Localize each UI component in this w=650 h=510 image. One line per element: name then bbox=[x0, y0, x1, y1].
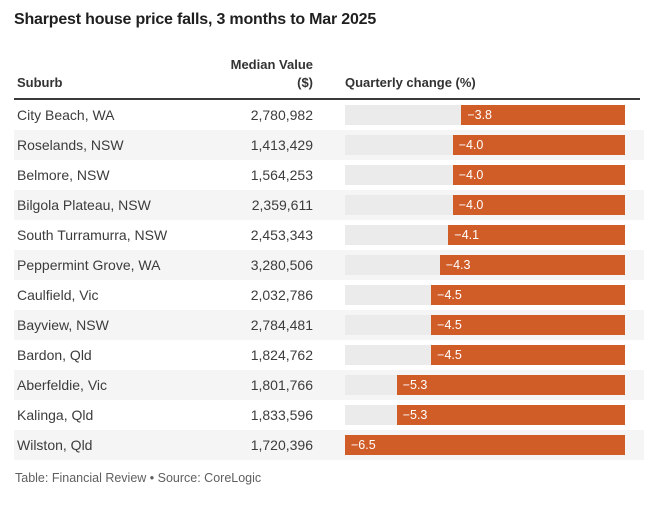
bar-value-label: −4.3 bbox=[445, 258, 471, 273]
suburb-cell: Bilgola Plateau, NSW bbox=[17, 197, 151, 214]
column-header-quarterly-change: Quarterly change (%) bbox=[345, 74, 476, 90]
bar-cell: −4.0 bbox=[345, 190, 625, 220]
median-value-cell: 2,032,786 bbox=[250, 287, 313, 304]
median-value-header-line1: Median Value bbox=[230, 57, 313, 72]
bar-value-label: −4.0 bbox=[458, 198, 484, 213]
column-header-suburb: Suburb bbox=[17, 74, 63, 90]
bar-track: −5.3 bbox=[345, 405, 625, 426]
quarterly-change-bar: −4.1 bbox=[448, 225, 625, 246]
table-row: Bardon, Qld 1,824,762 −4.5 bbox=[14, 340, 644, 371]
quarterly-change-bar: −6.5 bbox=[345, 435, 625, 456]
bar-cell: −4.5 bbox=[345, 280, 625, 310]
source-note: Table: Financial Review • Source: CoreLo… bbox=[15, 471, 262, 485]
median-value-cell: 1,833,596 bbox=[250, 407, 313, 424]
bar-cell: −5.3 bbox=[345, 370, 625, 400]
median-value-cell: 1,564,253 bbox=[250, 167, 313, 184]
bar-cell: −5.3 bbox=[345, 400, 625, 430]
bar-track: −3.8 bbox=[345, 105, 625, 126]
table-row: South Turramurra, NSW 2,453,343 −4.1 bbox=[14, 220, 644, 251]
table-row: Belmore, NSW 1,564,253 −4.0 bbox=[14, 160, 644, 191]
bar-track: −4.1 bbox=[345, 225, 625, 246]
header-rule bbox=[14, 98, 640, 101]
median-value-cell: 1,413,429 bbox=[250, 137, 313, 154]
table-row: Aberfeldie, Vic 1,801,766 −5.3 bbox=[14, 370, 644, 401]
suburb-cell: Aberfeldie, Vic bbox=[17, 377, 108, 394]
quarterly-change-bar: −4.5 bbox=[431, 315, 625, 336]
table-row: Bayview, NSW 2,784,481 −4.5 bbox=[14, 310, 644, 341]
median-value-cell: 3,280,506 bbox=[250, 257, 313, 274]
bar-cell: −4.5 bbox=[345, 310, 625, 340]
table-header-row: Suburb Median Value ($) Quarterly change… bbox=[14, 56, 644, 98]
bar-value-label: −3.8 bbox=[467, 108, 492, 123]
bar-track: −5.3 bbox=[345, 375, 625, 396]
suburb-cell: Roselands, NSW bbox=[17, 137, 124, 154]
suburb-cell: Belmore, NSW bbox=[17, 167, 110, 184]
table-body: City Beach, WA 2,780,982 −3.8 Roselands,… bbox=[14, 100, 644, 461]
bar-value-label: −5.3 bbox=[402, 408, 428, 423]
bar-value-label: −5.3 bbox=[402, 378, 428, 393]
quarterly-change-bar: −4.0 bbox=[452, 195, 625, 216]
bar-track: −4.5 bbox=[345, 285, 625, 306]
suburb-cell: Wilston, Qld bbox=[17, 437, 93, 454]
bar-track: −4.0 bbox=[345, 195, 625, 216]
bar-cell: −4.5 bbox=[345, 340, 625, 370]
bar-track: −4.3 bbox=[345, 255, 625, 276]
data-table: Suburb Median Value ($) Quarterly change… bbox=[14, 56, 644, 461]
bar-track: −4.0 bbox=[345, 165, 625, 186]
bar-cell: −4.1 bbox=[345, 220, 625, 250]
bar-cell: −3.8 bbox=[345, 100, 625, 130]
bar-value-label: −4.5 bbox=[437, 288, 462, 303]
quarterly-change-bar: −4.0 bbox=[452, 165, 625, 186]
bar-value-label: −4.5 bbox=[437, 348, 462, 363]
median-value-cell: 1,824,762 bbox=[250, 347, 313, 364]
quarterly-change-bar: −4.0 bbox=[452, 135, 625, 156]
suburb-cell: City Beach, WA bbox=[17, 107, 115, 124]
table-row: Peppermint Grove, WA 3,280,506 −4.3 bbox=[14, 250, 644, 281]
bar-value-label: −4.0 bbox=[458, 168, 484, 183]
quarterly-change-bar: −5.3 bbox=[396, 375, 625, 396]
suburb-cell: Bayview, NSW bbox=[17, 317, 109, 334]
quarterly-change-bar: −3.8 bbox=[461, 105, 625, 126]
suburb-cell: Peppermint Grove, WA bbox=[17, 257, 161, 274]
table-row: Bilgola Plateau, NSW 2,359,611 −4.0 bbox=[14, 190, 644, 221]
bar-track: −4.0 bbox=[345, 135, 625, 156]
median-value-cell: 2,784,481 bbox=[250, 317, 313, 334]
bar-track: −6.5 bbox=[345, 435, 625, 456]
suburb-cell: South Turramurra, NSW bbox=[17, 227, 168, 244]
suburb-cell: Kalinga, Qld bbox=[17, 407, 94, 424]
table-row: Kalinga, Qld 1,833,596 −5.3 bbox=[14, 400, 644, 431]
bar-value-label: −4.0 bbox=[458, 138, 484, 153]
suburb-cell: Caulfield, Vic bbox=[17, 287, 99, 304]
median-value-cell: 2,780,982 bbox=[250, 107, 313, 124]
quarterly-change-bar: −4.5 bbox=[431, 285, 625, 306]
bar-cell: −4.0 bbox=[345, 160, 625, 190]
column-header-median-value: Median Value ($) bbox=[229, 56, 313, 91]
median-value-cell: 1,720,396 bbox=[250, 437, 313, 454]
quarterly-change-bar: −5.3 bbox=[396, 405, 625, 426]
median-value-cell: 2,453,343 bbox=[250, 227, 313, 244]
median-value-cell: 1,801,766 bbox=[250, 377, 313, 394]
bar-track: −4.5 bbox=[345, 345, 625, 366]
table-row: Caulfield, Vic 2,032,786 −4.5 bbox=[14, 280, 644, 311]
median-value-cell: 2,359,611 bbox=[251, 197, 313, 214]
bar-value-label: −6.5 bbox=[351, 438, 376, 453]
table-row: Wilston, Qld 1,720,396 −6.5 bbox=[14, 430, 644, 461]
table-row: City Beach, WA 2,780,982 −3.8 bbox=[14, 100, 644, 131]
quarterly-change-bar: −4.5 bbox=[431, 345, 625, 366]
bar-cell: −4.3 bbox=[345, 250, 625, 280]
quarterly-change-bar: −4.3 bbox=[439, 255, 625, 276]
bar-value-label: −4.1 bbox=[454, 228, 480, 243]
bar-value-label: −4.5 bbox=[437, 318, 462, 333]
table-row: Roselands, NSW 1,413,429 −4.0 bbox=[14, 130, 644, 161]
bar-cell: −4.0 bbox=[345, 130, 625, 160]
bar-track: −4.5 bbox=[345, 315, 625, 336]
median-value-header-line2: ($) bbox=[297, 74, 313, 90]
suburb-cell: Bardon, Qld bbox=[17, 347, 92, 364]
bar-cell: −6.5 bbox=[345, 430, 625, 460]
chart-title: Sharpest house price falls, 3 months to … bbox=[14, 11, 377, 28]
